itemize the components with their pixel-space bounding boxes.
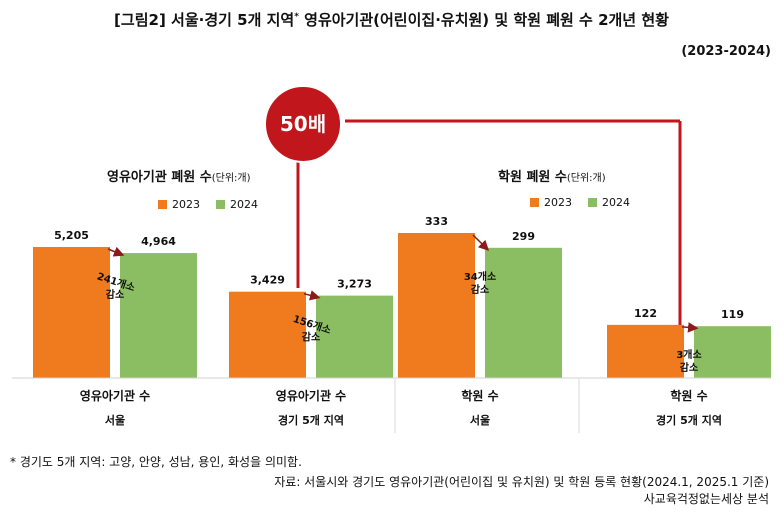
bar-2024 — [485, 247, 562, 378]
footnote-source: 자료: 서울시와 경기도 영유아기관(어린이집 및 유치원) 및 학원 등록 현… — [274, 475, 769, 489]
academy-unit: (단위:개) — [566, 173, 606, 184]
legend-swatch-2024 — [588, 198, 597, 207]
decrease-amount: 34개소 — [464, 270, 496, 283]
academy-legend: 2023 2024 — [530, 196, 630, 209]
category-label: 영유아기관 수 — [80, 388, 150, 403]
bar-2023 — [607, 324, 684, 378]
bar-2023 — [33, 247, 110, 378]
badge-circle — [264, 85, 342, 163]
title-rest: 영유아기관(어린이집·유치원) 및 학원 폐원 수 2개년 현황 — [298, 11, 669, 29]
footnote-regions: * 경기도 5개 지역: 고양, 안양, 성남, 용인, 화성을 의미함. — [10, 455, 302, 469]
region-label: 경기 5개 지역 — [656, 413, 722, 427]
category-label: 학원 수 — [670, 388, 707, 403]
childcare-title-text: 영유아기관 폐원 수 — [107, 170, 212, 185]
childcare-unit: (단위:개) — [211, 173, 251, 184]
decrease-word: 감소 — [680, 362, 698, 374]
decrease-arrow — [107, 246, 125, 257]
title-main: [그림2] 서울·경기 5개 지역 — [114, 11, 295, 29]
legend-label-2024: 2024 — [602, 196, 630, 209]
decrease-word: 감소 — [106, 289, 124, 301]
chart-title: [그림2] 서울·경기 5개 지역* 영유아기관(어린이집·유치원) 및 학원 … — [0, 9, 783, 30]
decrease-word: 감소 — [471, 284, 489, 296]
data-label-2023: 3,429 — [250, 274, 285, 287]
legend-label-2023: 2023 — [544, 196, 572, 209]
data-label-2024: 299 — [512, 230, 535, 243]
decrease-amount: 3개소 — [676, 348, 701, 361]
badge-50x: 50배 — [264, 85, 342, 163]
childcare-group-title: 영유아기관 폐원 수(단위:개) — [107, 166, 251, 185]
decrease-arrow — [303, 290, 321, 301]
badge-label: 50배 — [280, 112, 326, 136]
category-label: 학원 수 — [461, 388, 498, 403]
bar-2024 — [694, 326, 771, 378]
period-label: (2023-2024) — [681, 44, 771, 59]
data-label-2023: 122 — [634, 307, 657, 320]
region-label: 서울 — [470, 413, 490, 427]
legend-label-2023: 2023 — [172, 198, 200, 211]
title-footnote-mark: * — [294, 12, 299, 22]
data-label-2024: 4,964 — [141, 235, 176, 248]
data-label-2023: 5,205 — [54, 229, 89, 242]
decrease-arrow — [472, 234, 490, 251]
academy-title-text: 학원 폐원 수 — [498, 170, 567, 185]
data-label-2024: 119 — [721, 308, 744, 321]
legend-swatch-2023 — [530, 198, 539, 207]
academy-group-title: 학원 폐원 수(단위:개) — [498, 166, 606, 185]
bar-2024 — [120, 253, 197, 378]
decrease-word: 감소 — [302, 332, 320, 344]
badge-connector — [296, 119, 682, 327]
decrease-arrow — [681, 322, 699, 333]
childcare-legend: 2023 2024 — [158, 198, 258, 211]
bar-2023 — [398, 233, 475, 378]
legend-swatch-2023 — [158, 200, 167, 209]
legend-swatch-2024 — [216, 200, 225, 209]
footnote-analysis: 사교육걱정없는세상 분석 — [643, 492, 769, 506]
bar-2023 — [229, 291, 306, 378]
bar-2024 — [316, 295, 393, 378]
region-label: 서울 — [105, 413, 125, 427]
category-label: 영유아기관 수 — [276, 388, 346, 403]
data-label-2024: 3,273 — [337, 278, 372, 291]
region-label: 경기 5개 지역 — [278, 413, 344, 427]
data-label-2023: 333 — [425, 215, 448, 228]
legend-label-2024: 2024 — [230, 198, 258, 211]
